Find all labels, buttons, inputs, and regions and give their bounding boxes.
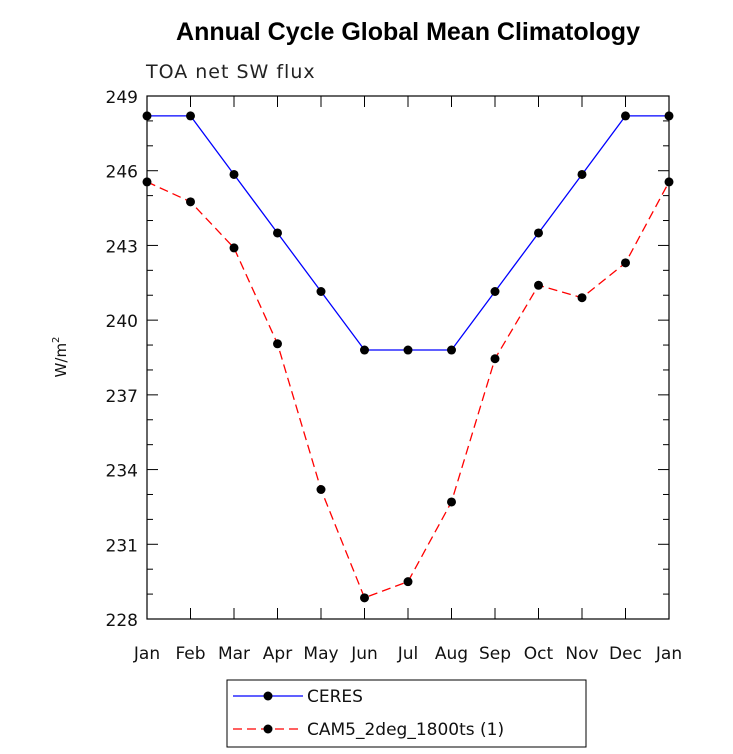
data-point [403,345,413,355]
data-point [316,287,326,297]
series-line [146,181,670,599]
x-tick-label: Jan [133,644,160,664]
x-tick-label: Feb [175,644,205,664]
data-point [577,169,587,179]
data-point [229,169,239,179]
x-tick-label: May [303,644,338,664]
y-tick-label: 249 [106,88,138,108]
data-point [186,197,195,207]
series-line [147,115,669,351]
legend-label: CAM5_2deg_1800ts (1) [307,720,504,740]
y-tick-label: 237 [106,387,138,407]
y-tick-label: 231 [106,536,138,556]
x-tick-label: Nov [565,644,598,664]
data-point [403,577,413,587]
chart-title: Annual Cycle Global Mean Climatology [176,18,640,46]
data-point [273,339,282,349]
x-tick-label: Aug [435,644,468,664]
chart-subtitle: TOA net SW flux [145,61,316,83]
x-tick-label: Dec [609,644,642,664]
data-point [142,177,152,187]
data-point [621,111,630,121]
data-point [360,345,369,355]
x-tick-label: Jan [655,644,682,664]
x-tick-label: Oct [524,644,554,664]
data-point [447,345,456,355]
data-point [490,287,500,297]
plot-frame [146,95,670,620]
data-point [316,484,326,494]
data-point [447,497,456,507]
x-tick-label: Mar [218,644,250,664]
x-tick-label: Apr [263,644,292,664]
y-axis-label-superscript: 2 [51,337,62,343]
legend-marker [263,724,273,734]
data-point [490,354,500,364]
legend-label: CERES [307,687,363,707]
data-point [229,243,239,253]
y-tick-label: 246 [106,163,138,183]
x-tick-label: Jun [350,644,378,664]
x-tick-label: Jul [397,644,419,664]
legend-marker [263,691,273,701]
data-point [534,280,543,290]
legend-box [226,679,587,748]
data-point [664,111,674,121]
data-point [621,258,630,268]
series-layer [142,111,674,603]
data-point [577,293,587,303]
y-tick-label: 243 [106,237,138,257]
data-point [534,228,543,238]
data-point [273,228,282,238]
series-0 [142,111,674,355]
data-point [142,111,152,121]
y-tick-label: 240 [106,312,138,332]
y-tick-label: 228 [106,611,138,631]
data-point [664,177,674,187]
axis-ticks: 228 231 234 237 240 243 246 249 Jan Feb Mar Apr May J… [106,88,683,664]
data-point [186,111,195,121]
data-point [360,593,369,603]
series-1 [142,177,674,603]
x-tick-label: Sep [479,644,511,664]
y-axis-label: W/m2 [51,337,70,378]
legend: CERES CAM5_2deg_1800ts (1) [226,679,587,748]
y-tick-label: 234 [106,462,138,482]
y-axis-label-text: W/m [52,343,70,378]
